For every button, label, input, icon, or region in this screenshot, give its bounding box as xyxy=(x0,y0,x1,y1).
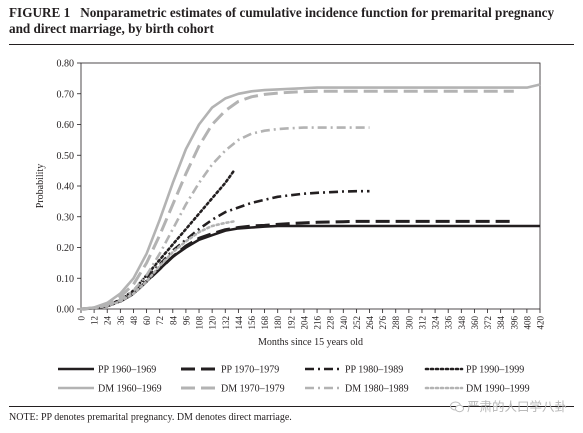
x-tick-label: 60 xyxy=(142,316,152,326)
x-tick-label: 336 xyxy=(444,316,454,330)
series-line xyxy=(80,83,541,311)
legend-label: PP 1970–1979 xyxy=(221,365,279,376)
x-tick-label: 180 xyxy=(273,316,283,330)
series-line xyxy=(80,89,514,311)
watermark: 严肃的人口学八卦 xyxy=(450,396,567,415)
legend-label: PP 1980–1989 xyxy=(345,365,403,376)
y-tick-label: 0.00 xyxy=(57,305,75,316)
legend-label: DM 1960–1969 xyxy=(98,384,162,395)
x-tick-label: 156 xyxy=(247,316,257,330)
y-tick-label: 0.80 xyxy=(57,59,75,70)
y-tick-label: 0.20 xyxy=(57,243,75,254)
x-tick-label: 372 xyxy=(483,316,493,330)
x-tick-label: 0 xyxy=(77,316,87,321)
series-line xyxy=(79,220,236,311)
x-tick-label: 144 xyxy=(234,316,244,330)
x-tick-label: 132 xyxy=(221,316,231,330)
x-tick-label: 348 xyxy=(457,316,467,330)
x-tick-label: 36 xyxy=(116,316,126,326)
y-tick-label: 0.50 xyxy=(57,151,75,162)
x-tick-label: 276 xyxy=(378,316,388,330)
x-tick-label: 264 xyxy=(365,316,375,330)
watermark-text: 严肃的人口学八卦 xyxy=(467,399,568,414)
note-rule xyxy=(9,406,574,407)
y-axis-label: Probability xyxy=(35,164,46,208)
x-tick-label: 312 xyxy=(417,316,427,330)
x-tick-label: 108 xyxy=(195,316,205,330)
y-tick-label: 0.60 xyxy=(57,120,75,131)
x-tick-label: 240 xyxy=(339,316,349,330)
x-tick-label: 228 xyxy=(326,316,336,330)
x-tick-label: 96 xyxy=(181,316,191,326)
x-tick-label: 324 xyxy=(431,316,441,330)
legend-label: DM 1970–1979 xyxy=(221,384,285,395)
series-line xyxy=(80,126,370,311)
x-tick-label: 48 xyxy=(129,316,139,326)
figure-number: FIGURE 1 xyxy=(9,5,71,20)
x-tick-label: 408 xyxy=(522,316,532,330)
x-tick-label: 300 xyxy=(404,316,414,330)
figure-title-text: Nonparametric estimates of cumulative in… xyxy=(9,5,555,36)
x-tick-label: 24 xyxy=(103,316,113,326)
x-tick-label: 204 xyxy=(299,316,309,330)
y-tick-label: 0.40 xyxy=(57,182,75,193)
x-tick-label: 120 xyxy=(208,316,218,330)
legend-label: DM 1980–1989 xyxy=(345,384,409,395)
x-tick-label: 12 xyxy=(90,316,100,325)
x-tick-label: 288 xyxy=(391,316,401,330)
x-axis-label: Months since 15 years old xyxy=(258,337,363,348)
x-tick-label: 72 xyxy=(155,316,165,325)
wechat-icon xyxy=(450,401,464,413)
x-tick-label: 396 xyxy=(509,316,519,330)
x-tick-label: 360 xyxy=(470,316,480,330)
figure-title: FIGURE 1 Nonparametric estimates of cumul… xyxy=(9,5,574,37)
x-tick-label: 168 xyxy=(260,316,270,330)
x-tick-label: 216 xyxy=(313,316,323,330)
x-tick-label: 252 xyxy=(352,316,362,330)
series-line xyxy=(80,224,540,311)
y-tick-label: 0.10 xyxy=(57,274,75,285)
x-tick-label: 420 xyxy=(536,316,546,330)
title-rule xyxy=(9,44,574,45)
figure-note: NOTE: PP denotes premarital pregnancy. D… xyxy=(9,412,292,423)
y-tick-label: 0.30 xyxy=(57,212,75,223)
y-tick-label: 0.70 xyxy=(57,89,75,100)
x-tick-label: 84 xyxy=(168,316,178,326)
x-tick-label: 192 xyxy=(286,316,296,330)
legend-label: PP 1990–1999 xyxy=(466,365,524,376)
x-tick-label: 384 xyxy=(496,315,506,329)
legend-label: DM 1990–1999 xyxy=(466,384,530,395)
legend-label: PP 1960–1969 xyxy=(98,365,156,376)
